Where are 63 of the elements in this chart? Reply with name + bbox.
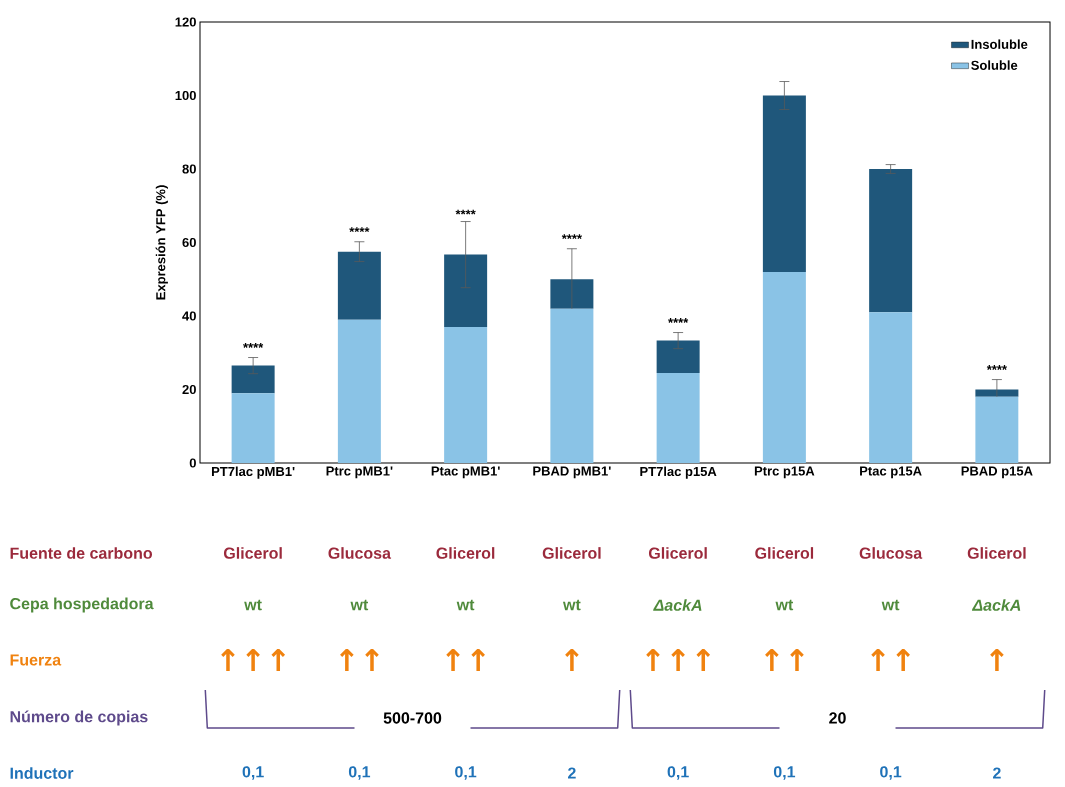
text: Cepa hospedadora — [10, 597, 154, 613]
text: ↑↑ — [446, 649, 485, 671]
data-label: **** — [561, 234, 582, 240]
data-label: **** — [668, 318, 689, 323]
text: wt — [244, 599, 262, 611]
data-label: **** — [455, 209, 476, 215]
text: 0,1 — [667, 766, 689, 780]
data-label: **** — [986, 365, 1007, 370]
text: Glicerol — [755, 547, 814, 559]
data-label: **** — [349, 227, 370, 233]
y-tick-label: 100 — [175, 90, 196, 101]
y-tick-label: 80 — [182, 164, 196, 174]
x-tick-label: Ptrc pMB1' — [326, 466, 393, 479]
text: Glucosa — [859, 547, 923, 559]
text: Glicerol — [967, 547, 1026, 559]
text: ↑↑ — [765, 649, 804, 671]
text: ΔackA — [653, 599, 702, 611]
x-tick-label: PT7lac p15A — [640, 466, 717, 479]
text: wt — [775, 599, 794, 611]
text: ↑↑ — [871, 649, 910, 671]
text: Fuerza — [10, 654, 62, 666]
text: ↑↑ — [340, 649, 379, 671]
y-tick-label: 40 — [182, 311, 196, 321]
data-label: **** — [243, 343, 264, 348]
x-tick-label: Ptac pMB1' — [431, 466, 500, 479]
legend-label: Soluble — [971, 60, 1018, 70]
y-axis-title: Expresión YFP (%) — [155, 185, 168, 300]
text: Glicerol — [542, 547, 601, 559]
text: 0,1 — [455, 766, 477, 780]
y-tick-label: 0 — [189, 458, 196, 468]
text: 2 — [993, 767, 1001, 779]
text: ↑ — [565, 649, 579, 671]
y-tick-label: 20 — [182, 384, 196, 395]
y-tick-label: 60 — [182, 237, 196, 248]
text: Glicerol — [223, 547, 282, 559]
source-note: Fuente de carbono — [10, 547, 153, 559]
x-tick-label: Ptac p15A — [860, 466, 922, 479]
text: 0,1 — [348, 766, 371, 780]
text: Inductor — [10, 767, 74, 779]
x-tick-label: PBAD p15A — [961, 466, 1033, 479]
text: ΔackA — [971, 599, 1021, 611]
text: ↑↑↑ — [646, 649, 711, 671]
x-tick-label: PT7lac pMB1' — [211, 466, 295, 479]
text: ↑↑↑ — [221, 649, 286, 671]
x-tick-label: Ptrc p15A — [754, 466, 815, 479]
text: wt — [881, 599, 900, 611]
text: 0,1 — [880, 766, 902, 780]
text: 20 — [829, 712, 846, 724]
text: 0,1 — [242, 766, 264, 780]
y-tick-label: 120 — [175, 17, 196, 27]
x-tick-label: PBAD pMB1' — [533, 466, 611, 479]
text: 500-700 — [383, 712, 442, 724]
text: wt — [562, 599, 581, 611]
text: ↑ — [990, 649, 1004, 671]
text: 2 — [568, 767, 576, 779]
legend-label: Insoluble — [971, 39, 1028, 49]
text: wt — [456, 599, 475, 611]
text: Glicerol — [436, 547, 495, 559]
text: Número de copias — [10, 710, 148, 726]
text: Glucosa — [328, 547, 392, 559]
text: 0,1 — [773, 766, 796, 780]
text: wt — [350, 599, 369, 611]
text: Glicerol — [648, 547, 707, 559]
